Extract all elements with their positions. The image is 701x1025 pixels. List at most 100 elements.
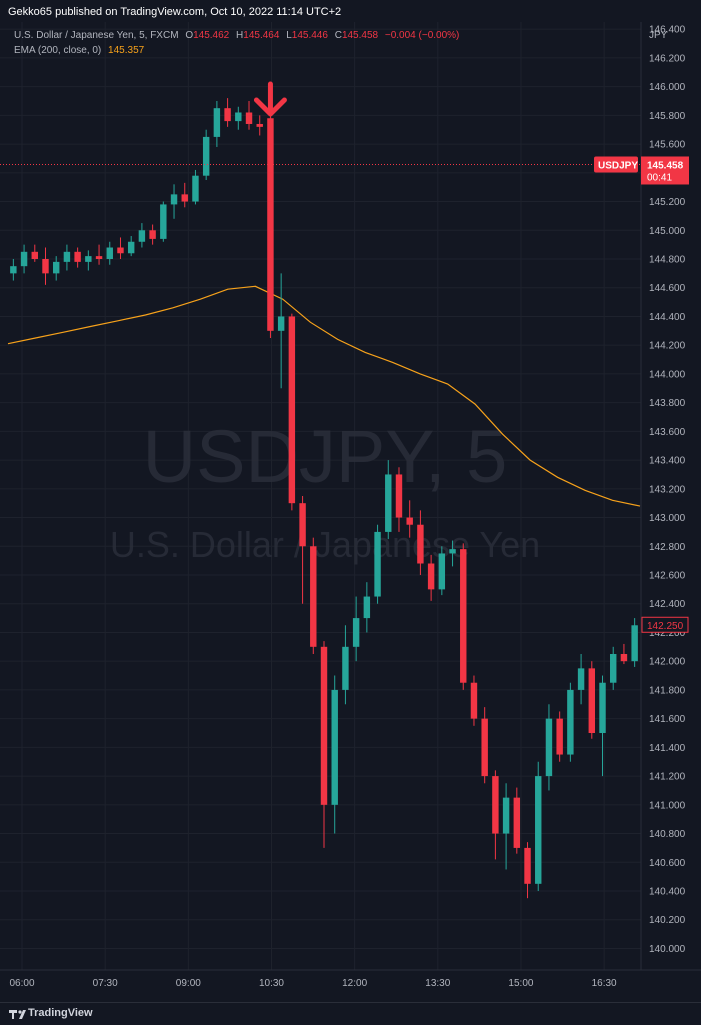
candle-body bbox=[352, 618, 360, 647]
price-badge bbox=[641, 156, 689, 185]
candle-body bbox=[470, 682, 478, 719]
y-tick-label: 144.800 bbox=[649, 255, 686, 266]
candle-body bbox=[417, 524, 424, 564]
x-tick-label: 15:00 bbox=[508, 978, 533, 989]
watermark-description: U.S. Dollar / Japanese Yen bbox=[110, 524, 540, 565]
candle-body bbox=[599, 682, 606, 733]
candle-body bbox=[545, 718, 553, 777]
legend-high-value: 145.464 bbox=[243, 30, 280, 41]
candle-body bbox=[213, 108, 221, 137]
candle-body bbox=[288, 316, 296, 504]
y-tick-label: 141.200 bbox=[649, 772, 686, 783]
tradingview-logo-icon bbox=[9, 1010, 26, 1019]
candle-body bbox=[588, 668, 596, 733]
y-tick-label: 140.000 bbox=[649, 944, 686, 955]
footer-bar: TradingView bbox=[0, 1002, 701, 1025]
candle-body bbox=[138, 230, 146, 242]
candle-body bbox=[631, 625, 638, 662]
candle-body bbox=[267, 118, 274, 331]
down-arrow-icon bbox=[253, 81, 287, 117]
candle-body bbox=[245, 112, 253, 124]
candle-body bbox=[42, 259, 49, 274]
y-tick-label: 144.000 bbox=[649, 369, 686, 380]
legend-low-value: 145.446 bbox=[291, 30, 328, 41]
candle-body bbox=[117, 247, 124, 254]
candle-body bbox=[438, 553, 446, 590]
candle-body bbox=[331, 689, 338, 805]
candle-body bbox=[202, 136, 210, 176]
y-tick-label: 142.600 bbox=[649, 571, 686, 582]
candle-body bbox=[95, 256, 103, 259]
candle-body bbox=[149, 230, 156, 239]
candle-body bbox=[74, 251, 81, 262]
candle-body bbox=[224, 108, 231, 122]
legend-ema-label: EMA (200, close, 0) bbox=[14, 45, 102, 56]
candle-body bbox=[299, 503, 306, 547]
candle-body bbox=[406, 517, 413, 525]
legend-close-label: C bbox=[334, 30, 342, 41]
candle-body bbox=[277, 316, 285, 331]
footer-brand: TradingView bbox=[28, 1007, 93, 1019]
candle-body bbox=[320, 646, 328, 805]
candle-body bbox=[10, 266, 17, 274]
y-tick-label: 144.600 bbox=[649, 283, 686, 294]
legend-ema-value: 145.357 bbox=[108, 45, 145, 56]
price-axis-bg[interactable] bbox=[641, 22, 701, 1002]
price-chart[interactable]: USDJPY, 5 U.S. Dollar / Japanese Yen 140… bbox=[0, 22, 701, 1002]
y-tick-label: 144.200 bbox=[649, 341, 686, 352]
y-tick-label: 144.400 bbox=[649, 312, 686, 323]
y-tick-label: 145.000 bbox=[649, 226, 686, 237]
y-tick-label: 145.200 bbox=[649, 197, 686, 208]
candle-body bbox=[427, 563, 435, 590]
candle-body bbox=[481, 718, 488, 777]
candle-body bbox=[235, 112, 242, 122]
candle-body bbox=[127, 241, 135, 254]
candle-body bbox=[170, 194, 178, 205]
marker-box bbox=[641, 616, 689, 633]
candle-body bbox=[192, 175, 199, 202]
price-marker-badge: 142.250 bbox=[641, 616, 689, 633]
symbol-badge-text: USDJPY bbox=[598, 160, 638, 171]
y-tick-label: 145.600 bbox=[649, 140, 686, 151]
legend-close-value: 145.458 bbox=[341, 30, 379, 41]
y-tick-label: 140.800 bbox=[649, 829, 686, 840]
y-tick-label: 143.800 bbox=[649, 398, 686, 409]
y-tick-label: 140.600 bbox=[649, 858, 686, 869]
price-badge-countdown: 00:41 bbox=[647, 172, 672, 183]
axis-currency-label: JPY bbox=[649, 30, 668, 41]
marker-price: 142.250 bbox=[647, 621, 684, 632]
y-tick-label: 142.000 bbox=[649, 657, 686, 668]
legend-ohlc: U.S. Dollar / Japanese Yen, 5, FXCM O145… bbox=[14, 30, 459, 41]
candle-body bbox=[610, 654, 617, 683]
price-badge-price: 145.458 bbox=[647, 160, 684, 171]
y-tick-label: 141.000 bbox=[649, 800, 686, 811]
candle-body bbox=[513, 797, 521, 848]
candle-body bbox=[449, 549, 456, 554]
y-tick-label: 143.600 bbox=[649, 427, 686, 438]
candle-body bbox=[567, 689, 574, 755]
y-tick-label: 141.800 bbox=[649, 685, 686, 696]
chart-pane[interactable]: USDJPY, 5 U.S. Dollar / Japanese Yen 140… bbox=[0, 22, 701, 1002]
y-tick-label: 143.200 bbox=[649, 484, 686, 495]
y-tick-label: 146.200 bbox=[649, 53, 686, 64]
x-tick-label: 13:30 bbox=[425, 978, 450, 989]
y-tick-label: 140.200 bbox=[649, 915, 686, 926]
y-tick-label: 143.400 bbox=[649, 456, 686, 467]
candle-body bbox=[502, 797, 510, 834]
candle-body bbox=[160, 204, 167, 239]
candle-body bbox=[106, 247, 113, 259]
candle-body bbox=[524, 847, 531, 884]
y-tick-label: 146.400 bbox=[649, 25, 686, 36]
legend-open-value: 145.462 bbox=[193, 30, 230, 41]
y-tick-label: 141.400 bbox=[649, 743, 686, 754]
candle-body bbox=[310, 546, 317, 647]
x-tick-label: 06:00 bbox=[9, 978, 34, 989]
watermark-symbol: USDJPY, 5 bbox=[143, 415, 508, 498]
candle-body bbox=[20, 251, 28, 267]
y-tick-label: 142.400 bbox=[649, 599, 686, 610]
x-tick-label: 07:30 bbox=[93, 978, 118, 989]
candle-body bbox=[620, 654, 628, 662]
symbol-badge bbox=[594, 156, 638, 173]
legend-low-label: L bbox=[286, 30, 292, 41]
candle-body bbox=[492, 776, 499, 834]
